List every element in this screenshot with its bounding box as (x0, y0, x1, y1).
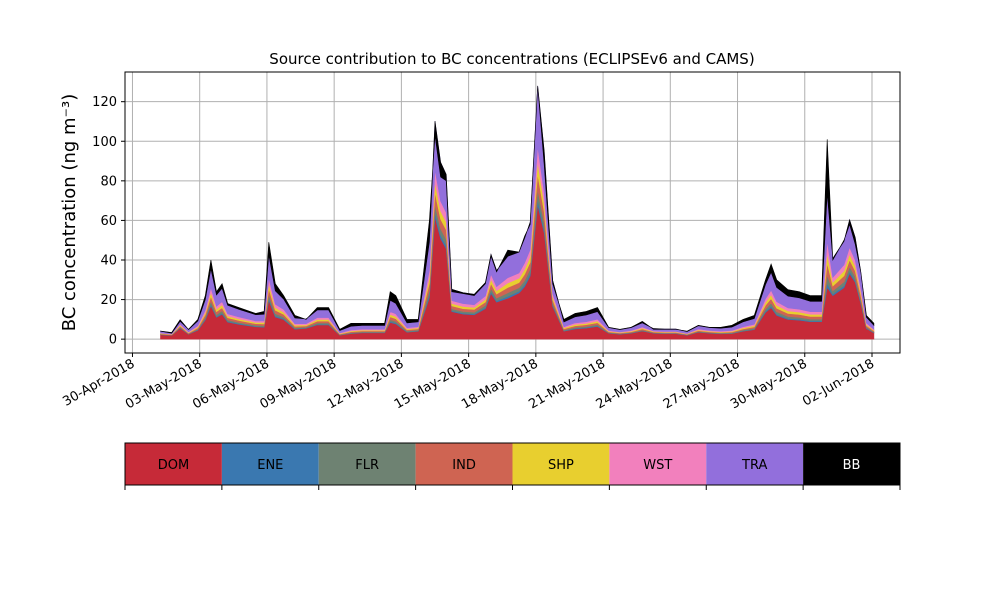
legend-label-dom: DOM (158, 458, 189, 473)
area-bb (160, 85, 875, 334)
plot-frame (124, 71, 901, 354)
legend-label-ind: IND (452, 458, 476, 473)
x-tick-label: 30-May-2018 (728, 356, 810, 412)
legend-swatch-ind (415, 443, 513, 485)
legend: DOM ENE FLR IND SHP WST TRA BB (124, 442, 901, 490)
legend-swatch-shp (512, 443, 610, 485)
y-tick-label: 0 (109, 333, 117, 348)
legend-swatch-tra (706, 443, 804, 485)
legend-swatch-bb (803, 443, 900, 485)
legend-label-tra: TRA (741, 458, 767, 473)
legend-swatch-dom (125, 443, 222, 485)
legend-label-wst: WST (643, 458, 672, 473)
y-axis-title: BC concentration (ng m⁻³) (59, 94, 80, 332)
x-axis-ticks: 30-Apr-201803-May-201806-May-201809-May-… (60, 353, 877, 412)
legend-label-bb: BB (843, 458, 861, 473)
legend-label-shp: SHP (548, 458, 574, 473)
y-tick-label: 100 (92, 135, 117, 150)
legend-swatch-ene (221, 443, 319, 485)
legend-swatch-wst (609, 443, 707, 485)
y-axis-ticks: 0 20 40 60 80 100 120 (92, 95, 125, 348)
y-tick-label: 60 (100, 214, 117, 229)
chart-title: Source contribution to BC concentrations… (269, 50, 754, 68)
y-tick-label: 120 (92, 95, 117, 110)
legend-label-flr: FLR (355, 458, 379, 473)
x-tick-label: 02-Jun-2018 (800, 356, 877, 409)
y-tick-label: 20 (100, 293, 117, 308)
y-tick-label: 40 (100, 253, 117, 268)
y-tick-label: 80 (100, 174, 117, 189)
legend-swatch-flr (318, 443, 416, 485)
stacked-areas (160, 85, 875, 340)
legend-label-ene: ENE (257, 458, 283, 473)
